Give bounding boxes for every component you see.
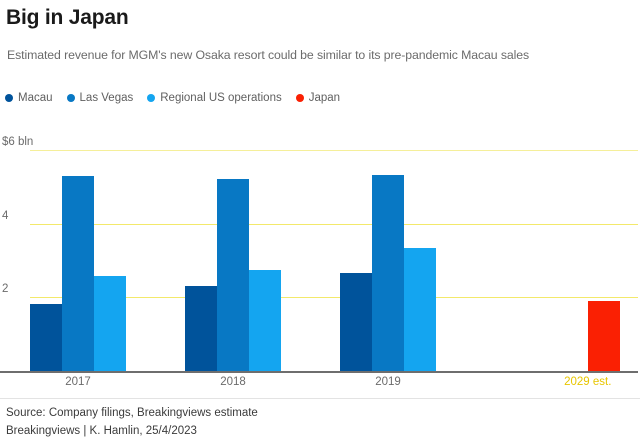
legend-item-las-vegas[interactable]: Las Vegas [66, 92, 134, 104]
legend-label-regional-us: Regional US operations [160, 92, 282, 104]
bar-las-vegas-2018 [217, 179, 249, 371]
x-tick-label-2018: 2018 [220, 376, 246, 388]
credit-note: Breakingviews | K. Hamlin, 25/4/2023 [6, 425, 197, 437]
y-tick-label-6: $6 bln [2, 136, 34, 148]
legend-swatch-icon-las-vegas [66, 94, 75, 102]
bar-las-vegas-2017 [62, 175, 94, 371]
legend-label-las-vegas: Las Vegas [79, 92, 134, 104]
page-title: Big in Japan [6, 6, 129, 29]
x-tick-label-2017: 2017 [65, 376, 91, 388]
legend-label-japan: Japan [308, 92, 341, 104]
y-tick-label-2: 2 [2, 283, 9, 296]
legend-item-macau[interactable]: Macau [5, 92, 53, 104]
bar-japan-2029-est- [587, 301, 620, 371]
legend-swatch-icon-regional-us [147, 94, 156, 102]
source-note: Source: Company filings, Breakingviews e… [6, 407, 258, 419]
bar-las-vegas-2019 [372, 174, 404, 371]
legend-item-japan[interactable]: Japan [295, 92, 341, 104]
bar-regional-us-operations-2017 [94, 276, 126, 371]
bar-macau-2019 [340, 272, 372, 371]
footer-divider [0, 398, 640, 399]
chart-legend: Macau Las Vegas Regional US operations J… [5, 90, 354, 106]
bar-regional-us-operations-2019 [404, 248, 436, 371]
gridline-4 [30, 223, 638, 225]
legend-label-macau: Macau [18, 92, 53, 104]
y-tick-label-4: 4 [2, 209, 9, 222]
legend-item-regional-us[interactable]: Regional US operations [147, 92, 282, 104]
bar-regional-us-operations-2018 [249, 269, 281, 371]
bar-macau-2018 [185, 285, 217, 371]
legend-swatch-icon-macau [5, 94, 13, 102]
chart-subtitle: Estimated revenue for MGM's new Osaka re… [7, 48, 530, 62]
x-axis-line [0, 371, 638, 373]
bar-macau-2017 [30, 303, 62, 371]
gridline-2 [30, 297, 638, 299]
x-tick-label-2029-est-: 2029 est. [564, 376, 612, 388]
x-tick-label-2019: 2019 [375, 376, 401, 388]
gridline-6 [30, 150, 638, 151]
legend-swatch-icon-japan [295, 94, 304, 102]
